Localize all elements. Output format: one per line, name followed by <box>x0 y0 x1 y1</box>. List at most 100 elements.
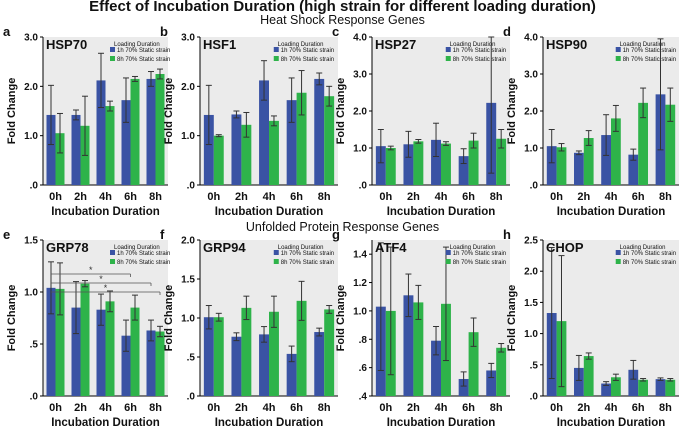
bar-a-s1-2h <box>71 114 81 185</box>
x-tick-label: 8h <box>490 191 503 203</box>
bar-b-s1-8h <box>314 78 325 185</box>
y-axis-title: Fold Change <box>335 78 347 145</box>
y-axis-title: Fold Change <box>506 78 518 145</box>
bar-e-s2-8h <box>155 331 165 396</box>
y-tick-label: .0 <box>530 181 539 192</box>
bar-e-s1-2h <box>71 307 81 396</box>
legend-swatch <box>615 250 621 255</box>
y-tick-label: 2.0 <box>524 267 538 278</box>
x-tick-label: 6h <box>632 191 645 203</box>
panel-letter: h <box>503 227 511 242</box>
bar-b-s1-4h <box>259 80 269 185</box>
bar-d-s2-2h <box>583 138 594 185</box>
bar-a-s1-0h <box>46 114 56 185</box>
y-tick-label: 1.4 <box>353 250 367 261</box>
legend-swatch <box>445 259 451 264</box>
significance-star: * <box>99 274 103 284</box>
chart-panel-a: .0 1.0 2.0 3.0 0h 2h 4h 6h 8h a HSP70 Loading Durat… <box>3 24 170 218</box>
legend-swatch <box>110 56 115 61</box>
legend-label: 8h 70% Static strain <box>117 260 170 266</box>
legend-title: Loading Duration <box>114 245 160 251</box>
legend-label: 1h 70% Static strain <box>281 48 334 54</box>
panel-letter: e <box>3 227 10 242</box>
x-tick-label: 2h <box>577 191 590 203</box>
chart-panel-f: .0 .5 1.0 1.5 2.0 0h 2h 4h 6h 8h f GRP94 Loading Dur… <box>160 227 338 427</box>
x-tick-label: 2h <box>74 191 87 203</box>
x-tick-label: 4h <box>263 191 276 203</box>
legend-title: Loading Duration <box>278 42 324 48</box>
bar-h-s2-8h <box>665 379 676 396</box>
bar-h-s1-6h <box>628 369 639 396</box>
y-tick-label: 1.2 <box>353 278 367 289</box>
x-tick-label: 2h <box>407 191 420 203</box>
bar-h-s2-4h <box>611 377 621 396</box>
y-tick-label: 4.0 <box>524 33 538 44</box>
y-tick-label: .0 <box>359 181 368 192</box>
y-tick-label: 2.0 <box>353 107 367 118</box>
bar-c-s2-0h <box>385 148 396 185</box>
x-axis-title: Incubation Duration <box>215 417 324 427</box>
x-tick-label: 6h <box>290 402 303 414</box>
bar-a-s1-4h <box>96 80 106 185</box>
bar-b-s2-6h <box>296 92 307 185</box>
legend-swatch <box>273 56 279 61</box>
bar-d-s2-0h <box>556 147 567 185</box>
bar-g-s1-6h <box>458 378 469 396</box>
y-tick-label: .4 <box>359 392 368 403</box>
y-tick-label: 4.0 <box>353 33 367 44</box>
x-tick-label: 6h <box>632 402 645 414</box>
y-tick-label: 3.0 <box>353 70 367 81</box>
bar-a-s2-6h <box>130 78 140 185</box>
bar-h-s1-2h <box>574 367 584 396</box>
y-axis-title: Fold Change <box>163 78 175 145</box>
x-tick-label: 4h <box>263 402 276 414</box>
x-tick-label: 8h <box>490 402 503 414</box>
bar-e-s2-4h <box>105 301 115 396</box>
x-tick-label: 0h <box>49 191 62 203</box>
legend-swatch <box>445 56 451 61</box>
y-tick-label: 3.0 <box>524 70 538 81</box>
chart-title: HSF1 <box>203 37 236 52</box>
y-axis-title: Fold Change <box>335 285 347 352</box>
chart-title: CHOP <box>546 240 584 255</box>
bar-g-s1-2h <box>403 295 414 396</box>
x-axis-title: Incubation Duration <box>557 206 666 218</box>
x-tick-label: 4h <box>435 402 448 414</box>
x-tick-label: 2h <box>74 402 87 414</box>
x-tick-label: 4h <box>605 191 618 203</box>
x-tick-label: 2h <box>235 191 248 203</box>
chart-title: HSP27 <box>375 37 416 52</box>
bar-d-s1-0h <box>546 146 557 185</box>
legend-label: 8h 70% Static strain <box>281 260 334 266</box>
x-tick-label: 0h <box>550 191 563 203</box>
bar-c-s1-0h <box>375 146 386 185</box>
y-tick-label: .0 <box>30 181 39 192</box>
bar-b-s1-0h <box>203 114 214 185</box>
x-tick-label: 2h <box>407 402 420 414</box>
legend-label: 8h 70% Static strain <box>453 260 506 266</box>
bar-b-s2-0h <box>213 135 224 185</box>
legend-label: 8h 70% Static strain <box>453 57 506 63</box>
bar-g-s1-8h <box>486 370 497 396</box>
legend-swatch <box>445 47 451 52</box>
panel-letter: b <box>160 24 168 39</box>
y-tick-label: 1.0 <box>524 329 538 340</box>
x-tick-label: 8h <box>149 402 162 414</box>
x-tick-label: 8h <box>659 402 672 414</box>
legend-swatch <box>110 259 115 264</box>
chart-panel-c: .0 1.0 2.0 3.0 4.0 0h 2h 4h 6h 8h c HSP27 Loading Du… <box>332 24 510 218</box>
chart-title: GRP94 <box>203 240 246 255</box>
legend-title: Loading Duration <box>114 42 160 48</box>
y-tick-label: 1.0 <box>24 131 38 142</box>
x-tick-label: 6h <box>462 402 475 414</box>
x-tick-label: 6h <box>462 191 475 203</box>
x-axis-title: Incubation Duration <box>51 206 160 218</box>
bar-d-s2-4h <box>611 118 621 185</box>
legend-swatch <box>445 250 451 255</box>
bar-b-s2-4h <box>269 120 279 185</box>
legend-label: 1h 70% Static strain <box>623 48 676 54</box>
x-axis-title: Incubation Duration <box>557 417 666 427</box>
chart-title: HSP90 <box>546 37 587 52</box>
bar-g-s2-6h <box>468 332 479 396</box>
panel-letter: a <box>3 24 11 39</box>
